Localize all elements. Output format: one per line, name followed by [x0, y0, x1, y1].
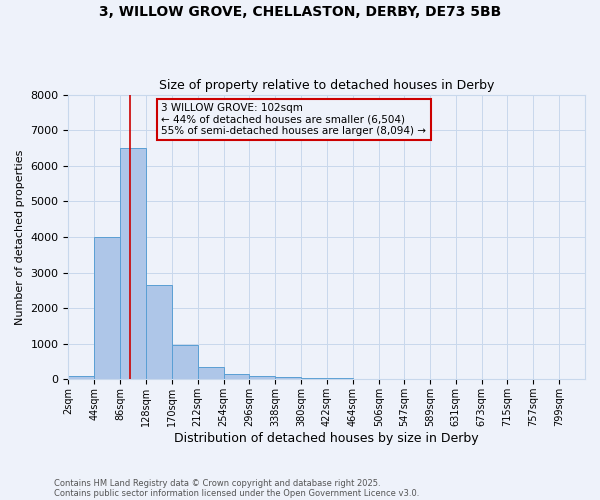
Bar: [250, 376, 275, 380]
Bar: [198, 367, 224, 380]
Text: Contains public sector information licensed under the Open Government Licence v3: Contains public sector information licen…: [54, 488, 419, 498]
Text: 3 WILLOW GROVE: 102sqm
← 44% of detached houses are smaller (6,504)
55% of semi-: 3 WILLOW GROVE: 102sqm ← 44% of detached…: [161, 103, 427, 136]
Bar: [146, 285, 172, 380]
Bar: [172, 346, 198, 380]
Bar: [224, 374, 250, 380]
Bar: [327, 378, 353, 380]
Bar: [94, 237, 120, 380]
Bar: [120, 148, 146, 380]
Title: Size of property relative to detached houses in Derby: Size of property relative to detached ho…: [159, 79, 494, 92]
X-axis label: Distribution of detached houses by size in Derby: Distribution of detached houses by size …: [175, 432, 479, 445]
Bar: [301, 378, 327, 380]
Bar: [275, 377, 301, 380]
Y-axis label: Number of detached properties: Number of detached properties: [15, 149, 25, 324]
Text: Contains HM Land Registry data © Crown copyright and database right 2025.: Contains HM Land Registry data © Crown c…: [54, 478, 380, 488]
Bar: [68, 376, 94, 380]
Text: 3, WILLOW GROVE, CHELLASTON, DERBY, DE73 5BB: 3, WILLOW GROVE, CHELLASTON, DERBY, DE73…: [99, 5, 501, 19]
